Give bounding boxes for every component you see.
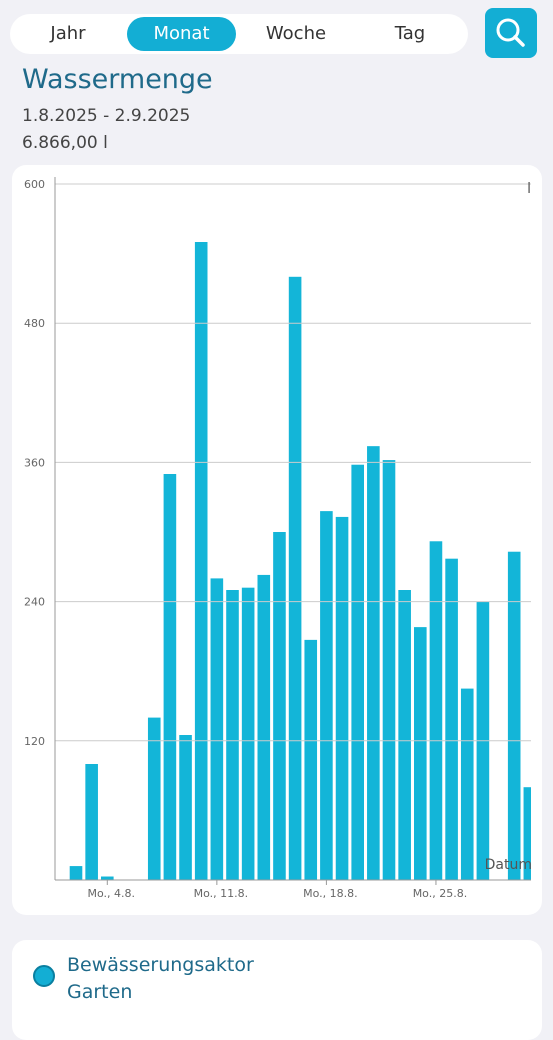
y-tick-label: 600 [24,178,45,191]
bar [179,735,192,880]
bar [335,516,349,880]
period-tabs: Jahr Monat Woche Tag [10,14,468,54]
bar [398,590,411,880]
bar [69,866,83,880]
y-tick-label: 480 [24,317,45,330]
y-tick-label: 360 [24,456,45,469]
y-tick-label: 240 [24,596,45,609]
tab-active[interactable]: Monat [127,17,236,51]
bar [101,876,114,880]
bar [147,717,161,880]
x-tick-label: Mo., 11.8. [194,887,249,900]
bar [257,574,271,880]
tab[interactable]: Tag [394,23,426,44]
date-range: 1.8.2025 - 2.9.2025 [22,106,191,126]
bar [273,532,286,880]
y-tick-label: 120 [24,735,45,748]
x-tick-label: Mo., 4.8. [88,887,136,900]
tab[interactable]: Jahr [50,23,86,44]
bar [523,787,531,880]
bar [226,590,239,880]
legend: Bewässerungsaktor Garten [12,940,542,1040]
bar [367,446,380,880]
x-axis-title: Datum [485,857,532,873]
bar [194,242,208,880]
tab[interactable]: Woche [265,23,327,44]
search-button[interactable] [485,8,537,58]
search-icon [496,18,525,47]
chart: Mo., 25.8. Mo., 18.8. Mo., 11.8. Mo., 4.8. 6… [24,177,532,900]
bar [210,578,224,880]
bar [460,688,474,880]
y-unit: l [527,181,531,197]
bar [445,558,458,880]
x-tick-label: Mo., 25.8. [413,887,468,900]
bar [241,587,255,880]
total: 6.866,00 l [22,133,108,153]
title: Wassermenge [22,64,213,95]
bar [85,764,98,880]
bar [351,464,364,880]
legend-marker [33,965,55,987]
bar [288,276,302,880]
bar [163,474,177,880]
chart-card: Mo., 25.8. Mo., 18.8. Mo., 11.8. Mo., 4.8. 6… [12,165,542,915]
bar [414,627,427,880]
bar [507,551,521,880]
bar [429,541,443,880]
x-tick-label: Mo., 18.8. [303,887,358,900]
bar [320,511,333,880]
bar [382,460,396,880]
legend-label[interactable]: Bewässerungsaktor Garten [67,954,254,1003]
bar [304,639,318,880]
